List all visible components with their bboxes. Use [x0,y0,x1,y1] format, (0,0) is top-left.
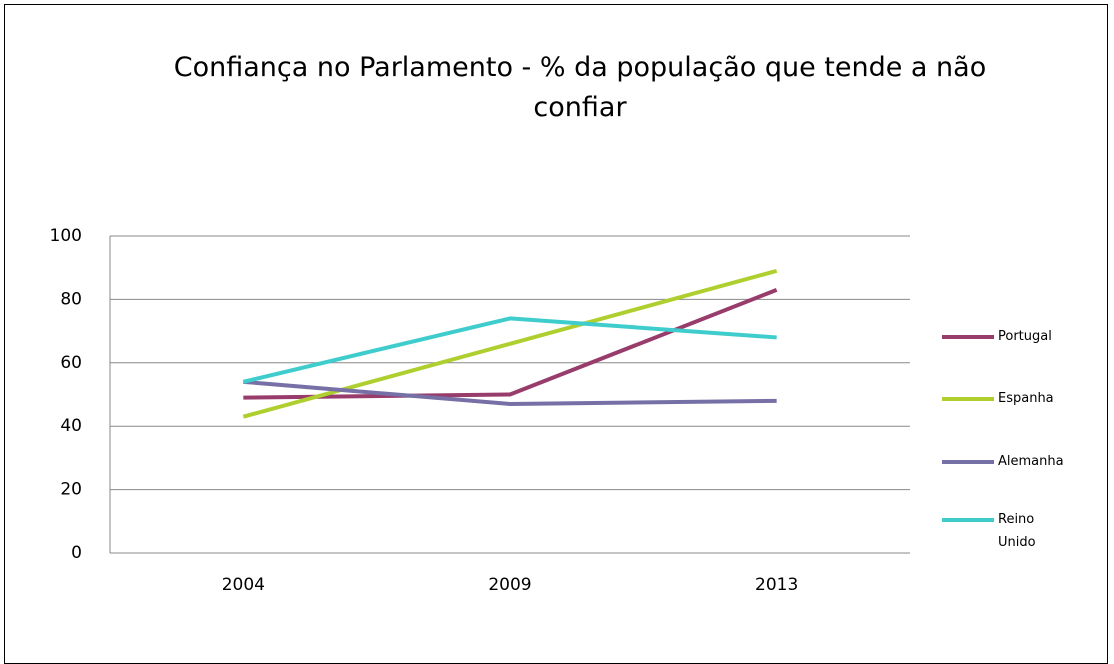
x-tick-label: 2013 [755,575,798,595]
y-tick-label: 20 [60,480,82,500]
legend-label: Reino Unido [998,512,1036,550]
series-line [242,316,777,384]
legend-label: Alemanha [998,454,1064,469]
y-tick-label: 100 [50,226,82,246]
page: Confiança no Parlamento - % da população… [4,4,1108,664]
legend-label: Portugal [998,329,1052,344]
chart-title: Confiança no Parlamento - % da população… [173,52,987,123]
x-tick-label: 2004 [222,575,265,595]
series-line [243,288,778,400]
y-tick-label: 0 [71,543,82,563]
y-tick-label: 60 [60,353,82,373]
x-tick-label: 2009 [488,575,531,595]
series-line [242,268,778,419]
chart: 0 20 40 60 80 100 2004 2009 2013 [50,226,994,595]
series-line [243,379,777,407]
y-tick-label: 80 [60,289,82,309]
y-tick-label: 40 [60,416,82,436]
legend-label: Espanha [998,391,1054,406]
